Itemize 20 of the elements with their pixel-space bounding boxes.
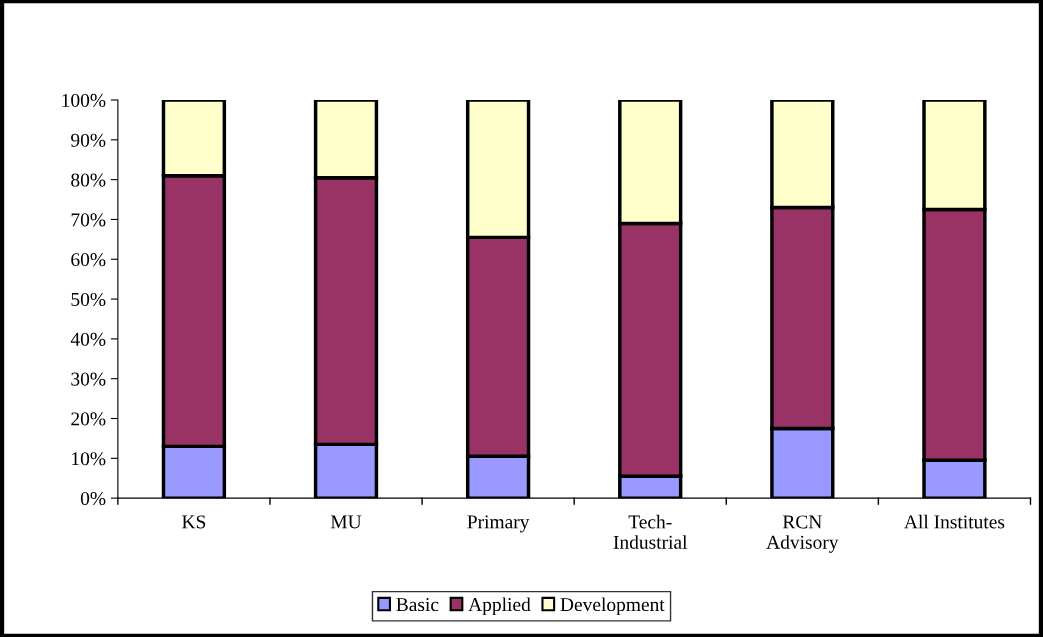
y-tick-label: 100% xyxy=(62,93,106,108)
legend-label: Development xyxy=(560,597,665,616)
y-tick-label: 30% xyxy=(71,372,106,386)
y-tick-label: 90% xyxy=(71,133,106,147)
legend-label: Applied xyxy=(468,597,531,616)
y-tick-label: 0% xyxy=(80,491,106,506)
y-tick-label: 20% xyxy=(71,412,106,426)
legend-label: Basic xyxy=(396,598,439,612)
x-tick-label: Tech- Industrial xyxy=(613,514,688,549)
y-tick-label: 40% xyxy=(70,332,106,346)
y-tick-label: 60% xyxy=(71,253,106,267)
x-tick-label: KS xyxy=(182,515,206,529)
y-tick-label: 80% xyxy=(71,173,106,187)
y-tick-label: 50% xyxy=(71,292,106,307)
x-tick-label: RCN Advisory xyxy=(766,515,839,553)
x-tick-label: MU xyxy=(330,515,362,529)
x-tick-label: Primary xyxy=(467,515,530,533)
x-tick-label: All Institutes xyxy=(904,514,1005,529)
y-tick-label: 10% xyxy=(72,452,106,466)
y-tick-label: 70% xyxy=(71,213,106,227)
